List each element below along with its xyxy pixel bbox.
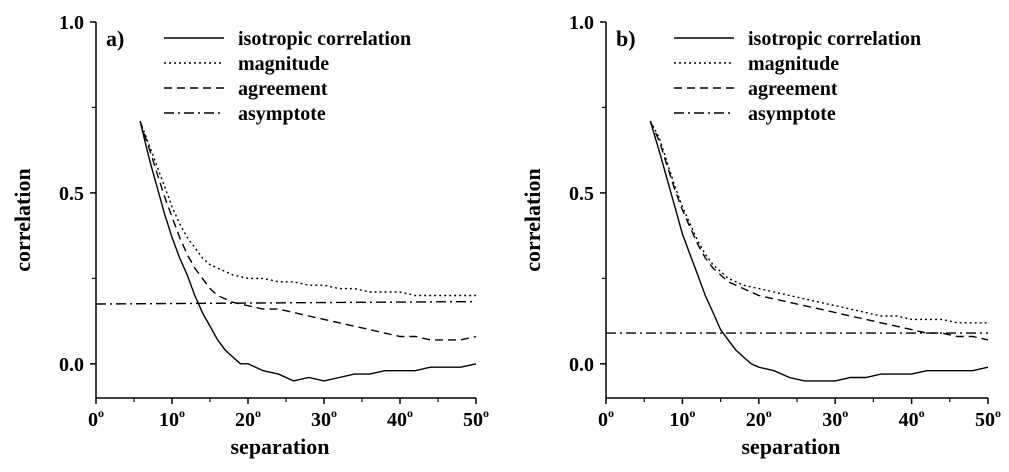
degree-mark: o <box>98 406 104 420</box>
panel-label: a) <box>106 26 124 51</box>
x-tick-label: 30o <box>822 406 848 431</box>
degree-mark: o <box>995 406 1001 420</box>
y-axis-label: correlation <box>520 168 545 271</box>
degree-mark: o <box>842 406 848 420</box>
series-line-magnitude <box>649 120 988 324</box>
y-tick-label: 1.0 <box>569 12 594 34</box>
y-tick-label: 0.0 <box>569 354 594 376</box>
y-tick-label: 1.0 <box>59 12 84 34</box>
degree-mark: o <box>179 406 185 420</box>
degree-mark: o <box>608 406 614 420</box>
series-line-magnitude <box>139 120 476 297</box>
y-axis-label: correlation <box>10 168 35 271</box>
panel-label: b) <box>616 26 636 51</box>
x-tick-label: 50o <box>463 406 489 431</box>
legend-entry: agreement <box>748 78 838 100</box>
series-line-asymptote <box>95 300 477 305</box>
legend-entry: isotropic correlation <box>238 28 411 50</box>
chart-panel-b: 0o 10o 20o 30o 40o 50o 0.0 0.5 1.0 separation corr… <box>520 12 1001 459</box>
x-tick-label: 0o <box>88 406 104 431</box>
legend-entry: asymptote <box>748 103 836 125</box>
x-tick-label: 0o <box>598 406 614 431</box>
degree-mark: o <box>919 406 925 420</box>
degree-mark: o <box>483 406 489 420</box>
x-tick-label: 40o <box>387 406 413 431</box>
y-tick-label: 0.0 <box>59 354 84 376</box>
legend-entry: agreement <box>238 78 328 100</box>
degree-mark: o <box>766 406 772 420</box>
y-tick-label: 0.5 <box>569 183 594 205</box>
chart-panel-a: 0o 10o 20o 30o 40o 50o 0.0 0.5 1.0 separation corr… <box>10 12 489 459</box>
x-axis-label: separation <box>231 434 330 459</box>
x-tick-label: 30o <box>311 406 337 431</box>
x-tick-label: 10o <box>669 406 695 431</box>
x-tick-label: 20o <box>746 406 772 431</box>
legend-entry: asymptote <box>238 103 326 125</box>
legend-entry: magnitude <box>238 53 329 75</box>
x-axis-label: separation <box>742 434 841 459</box>
series-line-isotropic-correlation <box>649 120 989 382</box>
degree-mark: o <box>407 406 413 420</box>
x-tick-label: 10o <box>159 406 185 431</box>
degree-mark: o <box>689 406 695 420</box>
series-line-agreement <box>649 120 989 341</box>
x-tick-label: 20o <box>235 406 261 431</box>
degree-mark: o <box>331 406 337 420</box>
x-tick-label: 50o <box>975 406 1001 431</box>
degree-mark: o <box>255 406 261 420</box>
legend-entry: isotropic correlation <box>748 28 921 50</box>
legend-entry: magnitude <box>748 53 839 75</box>
y-tick-label: 0.5 <box>59 183 84 205</box>
x-tick-label: 40o <box>899 406 925 431</box>
series-line-agreement <box>139 120 477 341</box>
series-line-isotropic-correlation <box>139 120 477 382</box>
